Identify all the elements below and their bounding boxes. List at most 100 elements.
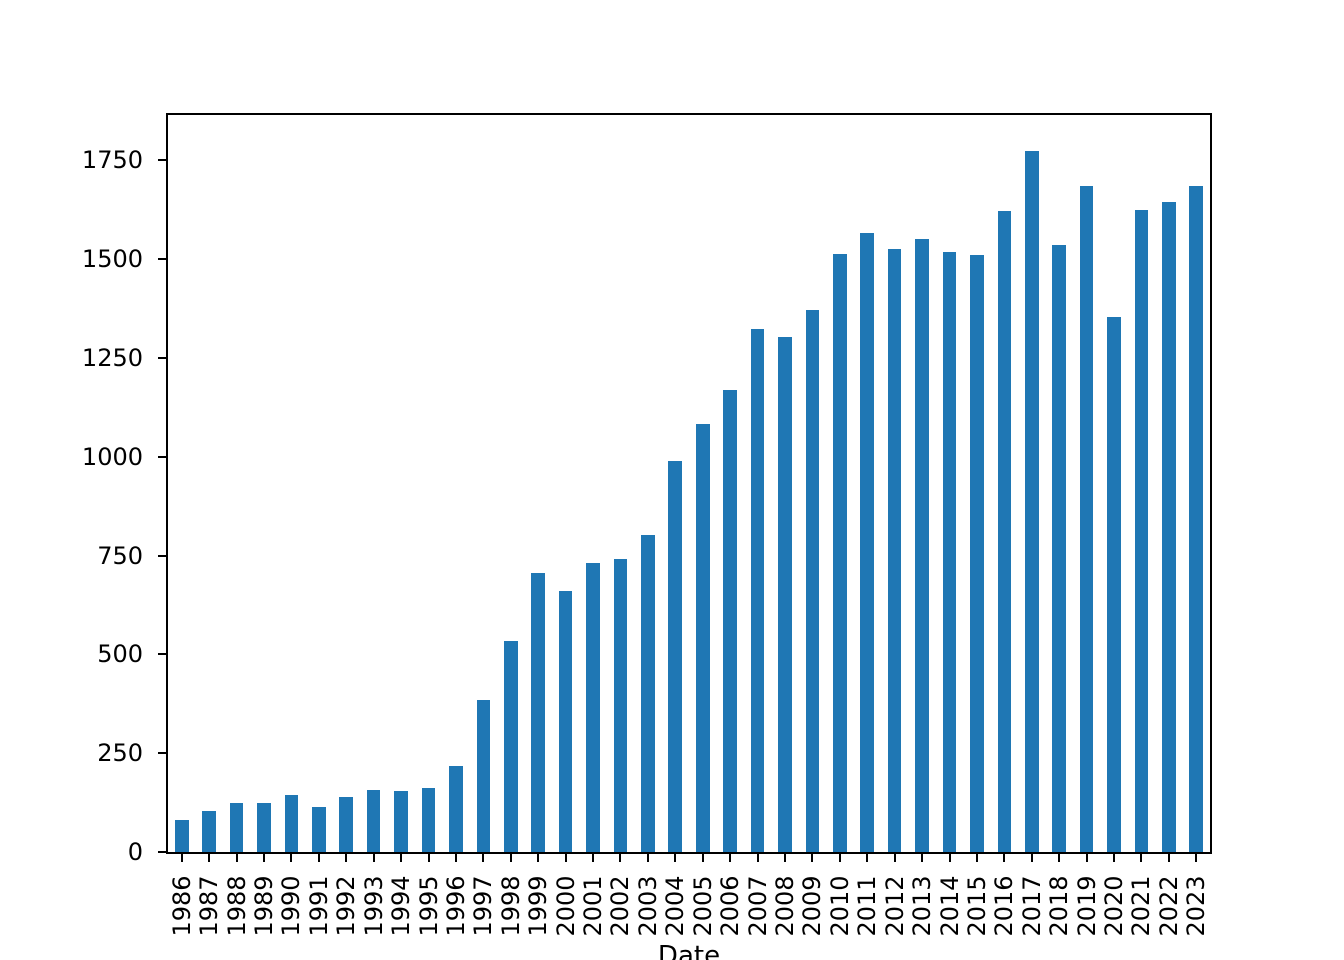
y-axis-tick <box>158 554 166 557</box>
x-axis-tick <box>811 854 814 862</box>
x-axis-tick <box>674 854 677 862</box>
plot-area <box>166 113 1212 854</box>
x-axis-tick <box>317 854 320 862</box>
y-axis-tick <box>158 356 166 359</box>
x-tick-label-text: 2023 <box>1182 875 1211 937</box>
x-tick-label-text: 1995 <box>414 875 443 937</box>
bar-2001 <box>586 563 600 852</box>
x-tick-label-text: 1998 <box>496 875 525 937</box>
x-tick-label-text: 2015 <box>962 875 991 937</box>
x-axis-tick <box>1140 854 1143 862</box>
x-axis-tick <box>537 854 540 862</box>
bar-2016 <box>997 210 1012 852</box>
x-axis-tick <box>1167 854 1170 862</box>
x-tick-label-text: 1997 <box>469 875 498 937</box>
x-axis-tick <box>427 854 430 862</box>
x-tick-label-text: 2001 <box>579 875 607 937</box>
y-tick-label: 1250 <box>81 343 143 372</box>
y-axis-tick <box>158 752 166 755</box>
x-tick-label-text: 2000 <box>551 875 580 937</box>
bar-1995 <box>421 787 436 852</box>
x-axis-tick <box>975 854 978 862</box>
bar-1999 <box>531 573 545 852</box>
bar-2012 <box>887 249 902 852</box>
x-axis-tick <box>235 854 238 862</box>
x-axis-tick <box>372 854 375 862</box>
x-tick-label-text: 2003 <box>633 875 662 937</box>
y-tick-label: 1500 <box>81 244 143 273</box>
x-axis-tick <box>345 854 348 862</box>
bar-2002 <box>613 559 628 852</box>
x-tick-label-text: 2018 <box>1045 875 1074 937</box>
x-tick-label-text: 1989 <box>250 875 278 937</box>
bar-1990 <box>284 794 299 852</box>
x-axis-tick <box>893 854 896 862</box>
y-tick-label: 1750 <box>81 146 143 175</box>
bar-1989 <box>257 803 271 852</box>
bar-2000 <box>558 591 573 852</box>
x-tick-label-text: 1991 <box>304 875 333 937</box>
x-axis-tick <box>263 854 265 862</box>
bar-1998 <box>503 640 518 852</box>
bar-2003 <box>641 534 655 852</box>
x-axis-tick <box>1058 854 1061 862</box>
bar-2007 <box>750 329 765 852</box>
bar-2005 <box>695 424 710 852</box>
x-tick-label-text: 1992 <box>332 875 361 937</box>
x-axis-title: Date <box>657 941 721 960</box>
x-axis-tick <box>756 854 759 862</box>
x-tick-label-text: 2007 <box>743 875 772 937</box>
x-tick-label-text: 2005 <box>688 875 717 937</box>
x-tick-label-text: 2008 <box>771 875 799 937</box>
x-tick-label-text: 2014 <box>935 875 964 937</box>
x-tick-label-text: 2013 <box>908 875 937 937</box>
x-tick-label-text: 2009 <box>798 875 827 937</box>
bar-1992 <box>339 796 354 852</box>
x-axis-tick <box>1085 854 1088 862</box>
x-axis-tick <box>948 854 951 862</box>
x-tick-label-text: 1996 <box>441 875 470 937</box>
x-axis-tick <box>646 854 649 862</box>
bar-1997 <box>476 699 491 852</box>
bar-2018 <box>1052 245 1066 852</box>
x-axis-tick <box>784 854 786 862</box>
bar-2022 <box>1162 202 1176 852</box>
x-tick-label-text: 1993 <box>359 875 388 937</box>
x-tick-label-text: 1994 <box>387 875 416 937</box>
x-tick-label-text: 2021 <box>1127 875 1156 937</box>
y-tick-label: 0 <box>127 838 143 866</box>
bar-1991 <box>312 806 326 852</box>
x-axis-tick <box>1030 854 1033 862</box>
x-tick-label-text: 1988 <box>222 875 251 937</box>
x-axis-tick <box>482 854 485 862</box>
y-tick-label: 500 <box>97 640 143 669</box>
bar-2011 <box>860 233 875 852</box>
bar-1996 <box>449 765 463 852</box>
x-axis-tick <box>619 854 622 862</box>
x-axis-tick <box>592 854 594 862</box>
x-tick-label-text: 2016 <box>990 875 1019 937</box>
y-axis-tick <box>158 455 166 458</box>
x-tick-label-text: 1986 <box>167 875 196 937</box>
x-tick-label-text: 2022 <box>1154 875 1183 937</box>
x-tick-label-text: 2020 <box>1100 875 1128 937</box>
x-axis-tick <box>564 854 567 862</box>
bar-2020 <box>1107 317 1121 852</box>
x-axis-tick <box>180 854 183 862</box>
bar-2009 <box>805 309 820 852</box>
bar-2010 <box>833 253 847 852</box>
bar-2017 <box>1024 150 1039 852</box>
bar-2015 <box>970 255 984 852</box>
bar-2019 <box>1079 186 1094 852</box>
x-axis-tick <box>290 854 293 862</box>
bar-1994 <box>394 791 408 852</box>
bar-1993 <box>366 790 381 852</box>
x-tick-label-text: 2019 <box>1072 875 1101 937</box>
x-axis-tick <box>509 854 512 862</box>
y-tick-label: 750 <box>97 541 143 570</box>
x-axis-tick <box>208 854 211 862</box>
x-axis-tick <box>400 854 403 862</box>
x-tick-label-text: 2006 <box>716 875 745 937</box>
x-axis-tick <box>866 854 869 862</box>
y-tick-label: 1000 <box>81 442 143 471</box>
